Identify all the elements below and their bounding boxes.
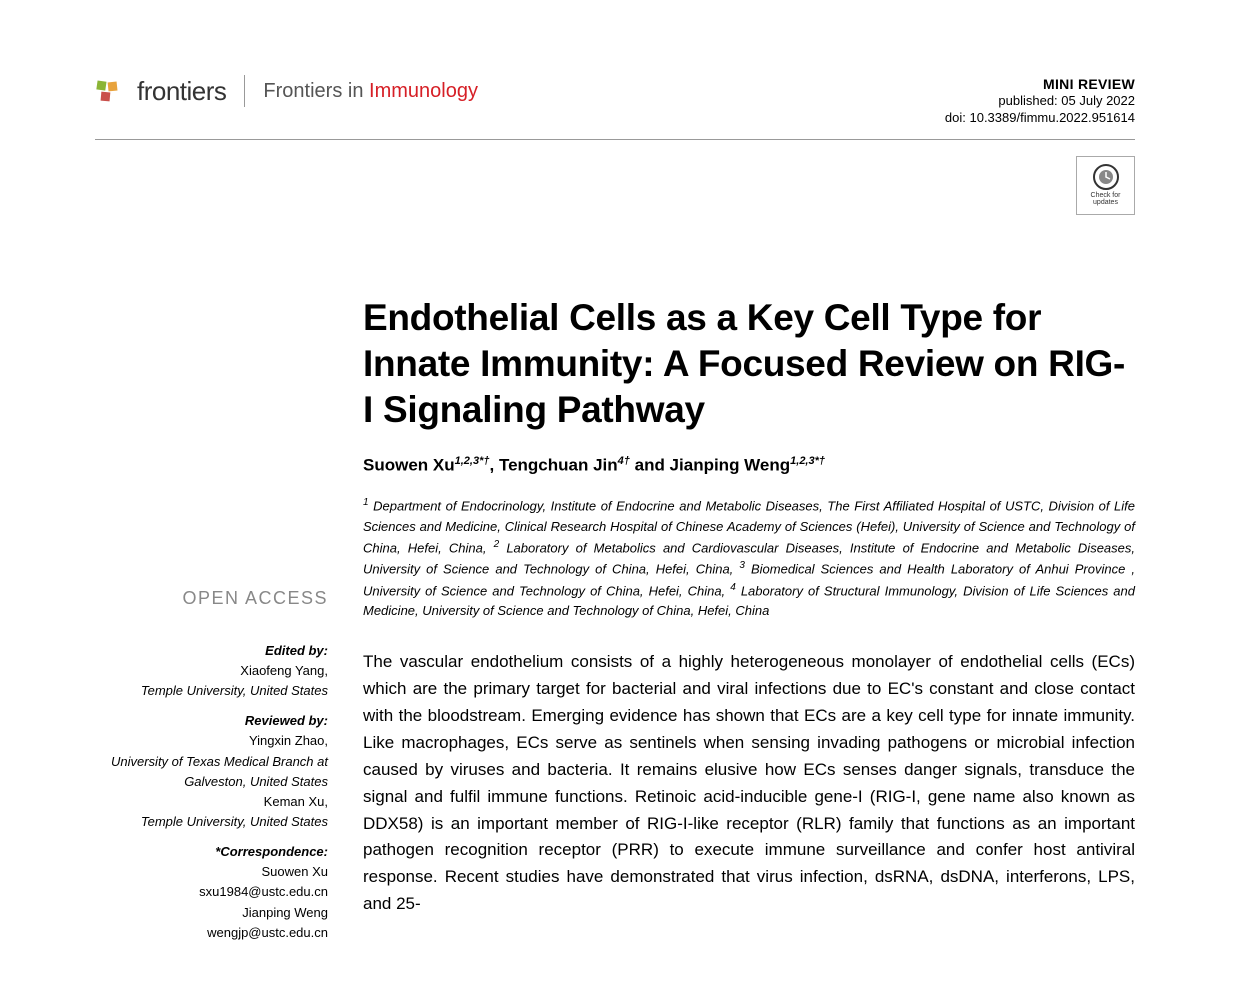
check-updates-icon	[1093, 164, 1119, 190]
page-header: frontiers Frontiers in Immunology MINI R…	[95, 75, 1135, 140]
logo-divider	[244, 75, 245, 107]
author2: , Tengchuan Jin	[490, 455, 618, 474]
sidebar: OPEN ACCESS Edited by: Xiaofeng Yang, Te…	[95, 295, 328, 943]
article-title: Endothelial Cells as a Key Cell Type for…	[363, 295, 1135, 433]
reviewer2-affiliation: Temple University, United States	[95, 812, 328, 832]
journal-highlight: Immunology	[369, 80, 478, 102]
check-updates-label: Check forupdates	[1091, 192, 1121, 207]
author1: Suowen Xu	[363, 455, 455, 474]
author3: and Jianping Weng	[630, 455, 790, 474]
journal-prefix: Frontiers in	[263, 80, 369, 102]
published-date: published: 05 July 2022	[945, 93, 1135, 110]
brand-name: frontiers	[137, 76, 226, 107]
corr2-email[interactable]: wengjp@ustc.edu.cn	[95, 923, 328, 943]
editor-name: Xiaofeng Yang,	[95, 661, 328, 681]
author3-sup: 1,2,3*†	[790, 455, 825, 467]
doi[interactable]: doi: 10.3389/fimmu.2022.951614	[945, 110, 1135, 127]
correspondence-label: *Correspondence:	[95, 842, 328, 862]
header-meta: MINI REVIEW published: 05 July 2022 doi:…	[945, 75, 1135, 127]
reviewer1-affiliation: University of Texas Medical Branch at Ga…	[95, 752, 328, 792]
authors: Suowen Xu1,2,3*†, Tengchuan Jin4† and Ji…	[363, 455, 1135, 476]
article-type: MINI REVIEW	[945, 75, 1135, 93]
abstract: The vascular endothelium consists of a h…	[363, 649, 1135, 918]
main-content: Endothelial Cells as a Key Cell Type for…	[363, 295, 1135, 943]
corr1-email[interactable]: sxu1984@ustc.edu.cn	[95, 882, 328, 902]
author2-sup: 4†	[618, 455, 630, 467]
frontiers-logo-icon	[95, 79, 119, 103]
affiliations: 1 Department of Endocrinology, Institute…	[363, 495, 1135, 621]
check-updates-button[interactable]: Check forupdates	[1076, 156, 1135, 215]
reviewer2-name: Keman Xu,	[95, 792, 328, 812]
author1-sup: 1,2,3*†	[455, 455, 490, 467]
open-access-label: OPEN ACCESS	[95, 585, 328, 613]
corr2-name: Jianping Weng	[95, 903, 328, 923]
reviewer1-name: Yingxin Zhao,	[95, 731, 328, 751]
journal-name: Frontiers in Immunology	[263, 80, 478, 103]
editor-affiliation: Temple University, United States	[95, 681, 328, 701]
edited-by-label: Edited by:	[95, 641, 328, 661]
logo-group: frontiers Frontiers in Immunology	[95, 75, 478, 107]
corr1-name: Suowen Xu	[95, 862, 328, 882]
reviewed-by-label: Reviewed by:	[95, 711, 328, 731]
